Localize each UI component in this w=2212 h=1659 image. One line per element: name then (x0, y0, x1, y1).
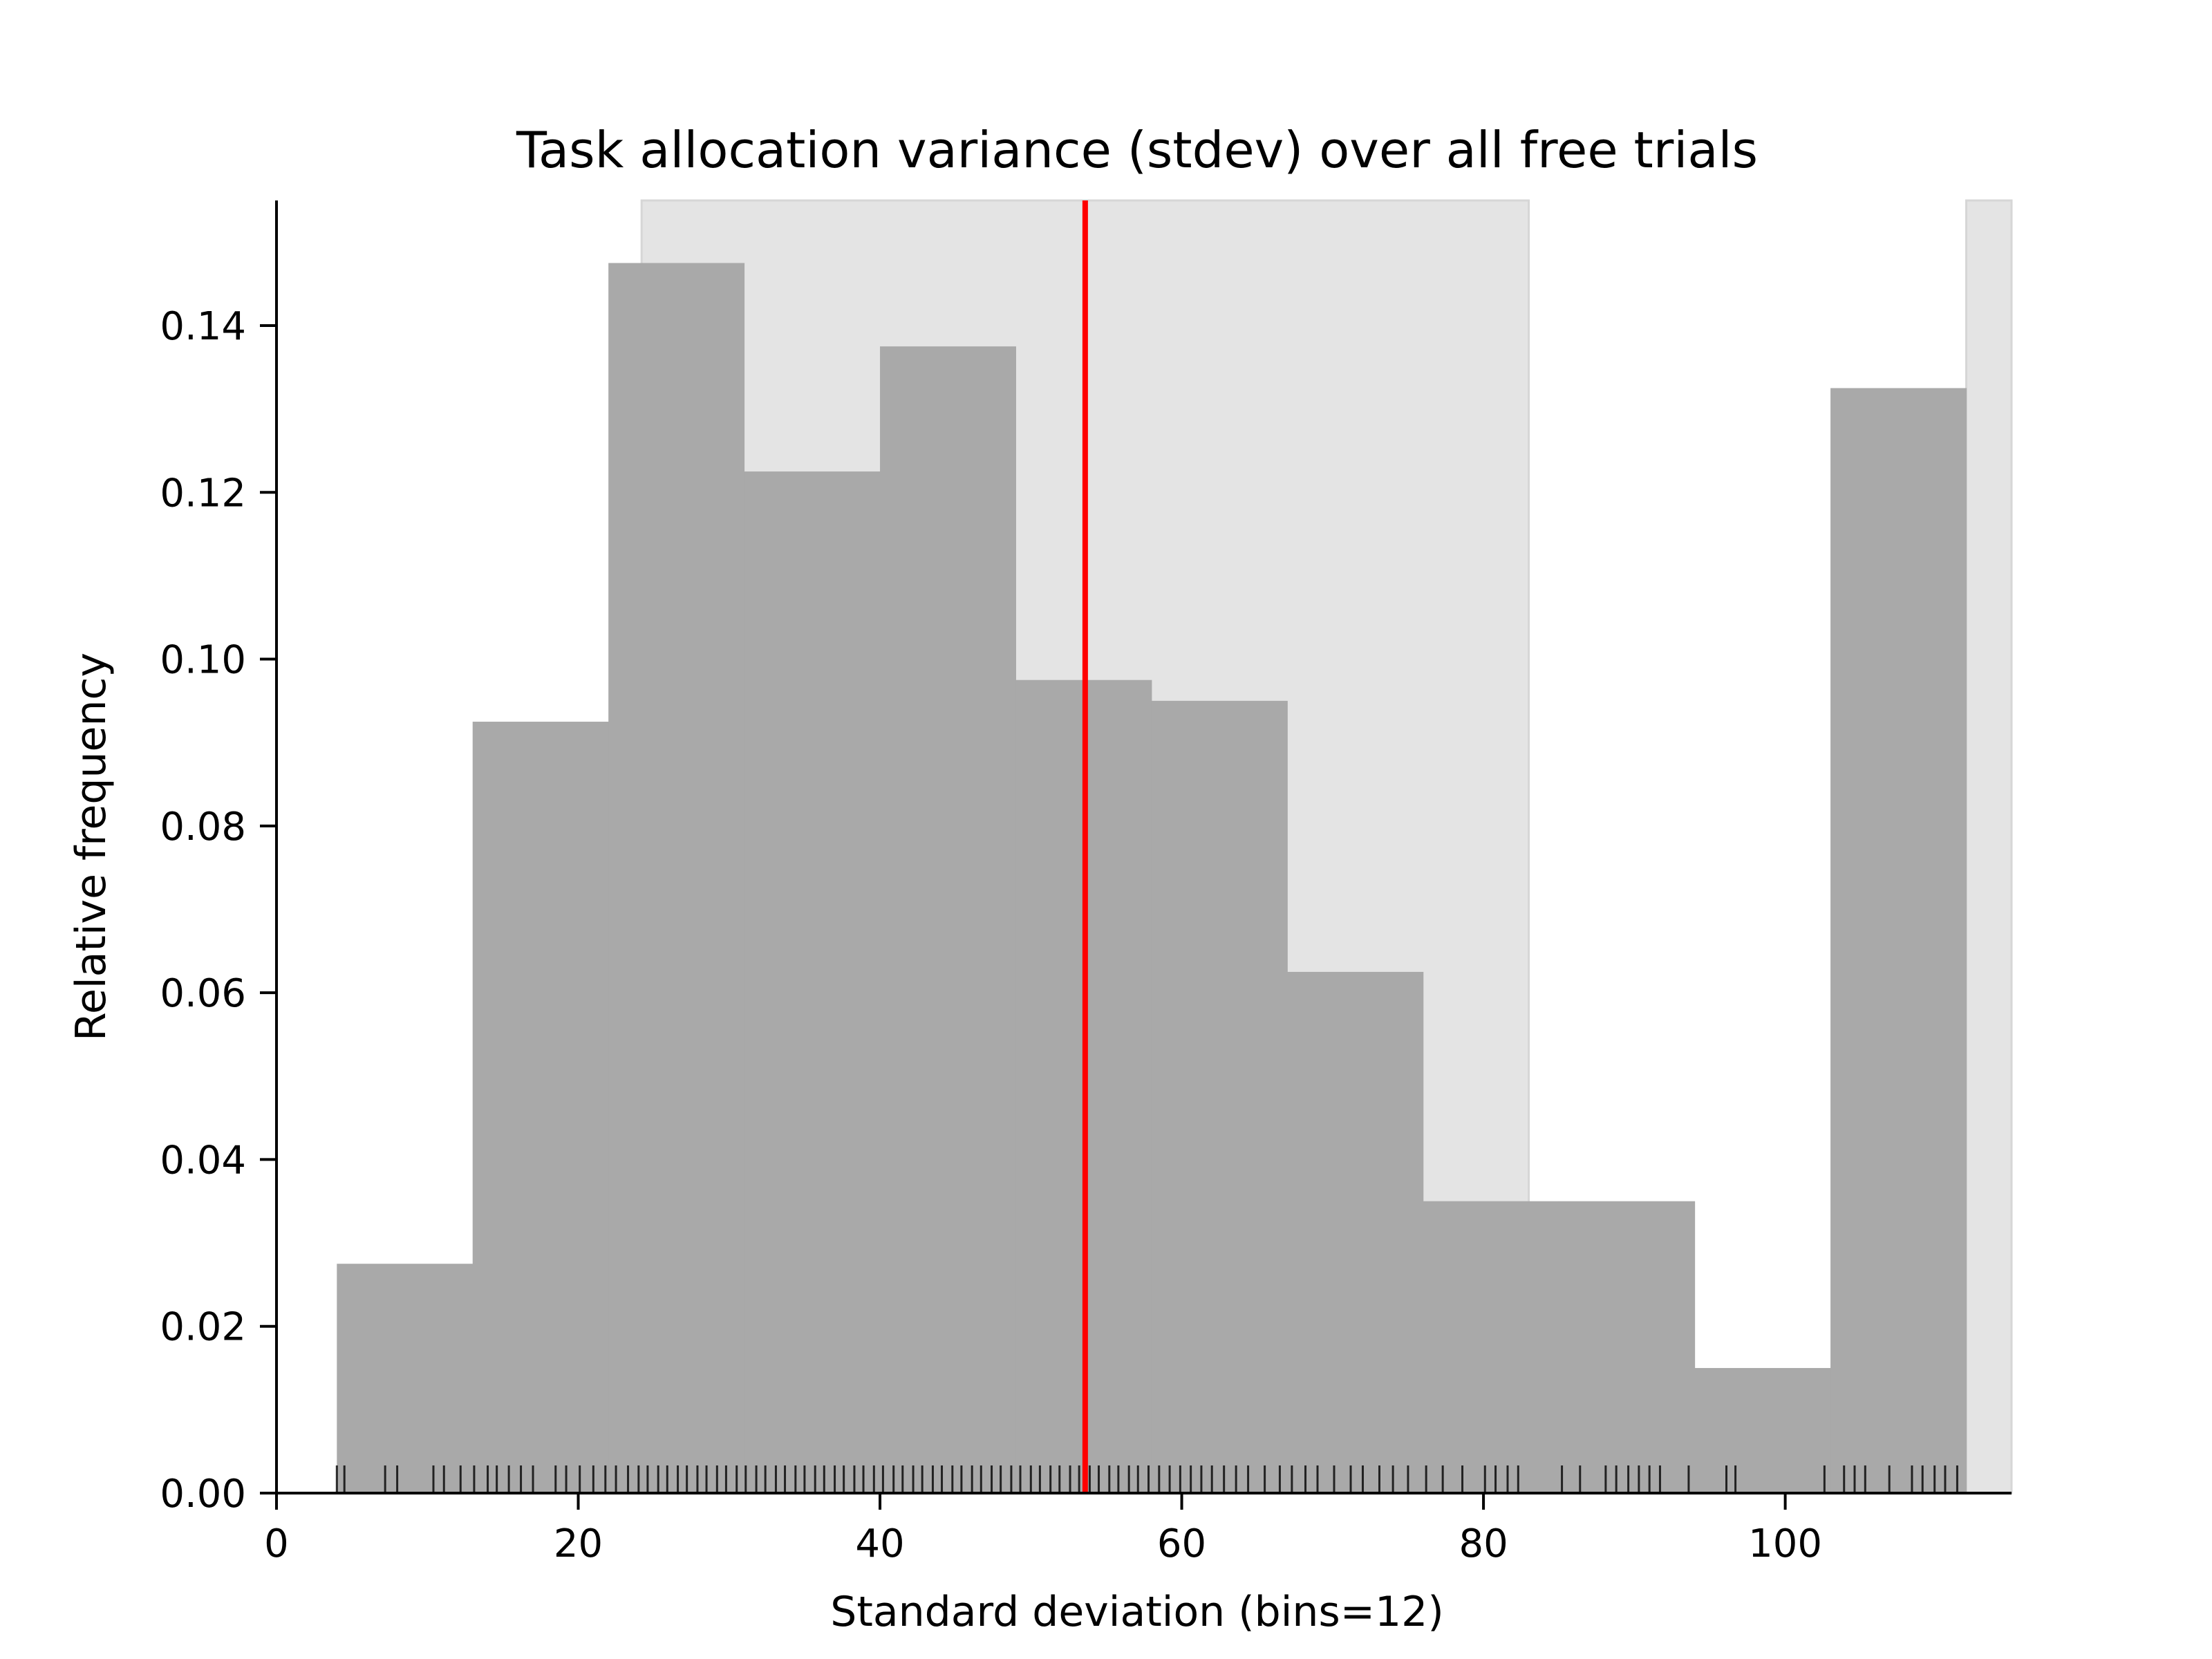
y-tick-label: 0.08 (160, 805, 246, 850)
y-tick-label: 0.10 (160, 638, 246, 683)
x-ticks: 0 20 40 60 80 100 (264, 1493, 1822, 1566)
bar-7 (1287, 971, 1424, 1493)
rug-marks (335, 1465, 1958, 1493)
bar-4 (880, 346, 1016, 1493)
histogram-bars (337, 263, 1967, 1493)
chart-title: Task allocation variance (stdev) over al… (516, 121, 1758, 179)
x-tick-label: 80 (1459, 1521, 1508, 1566)
x-tick-label: 100 (1748, 1521, 1822, 1566)
bar-3 (744, 471, 881, 1493)
y-ticks: 0.00 0.02 0.04 0.06 0.08 0.10 0.12 0.14 (160, 304, 276, 1517)
x-tick-label: 0 (264, 1521, 289, 1566)
x-axis-label: Standard deviation (bins=12) (830, 1588, 1443, 1636)
bar-11 (1830, 388, 1967, 1493)
x-tick-label: 40 (855, 1521, 904, 1566)
x-tick-label: 20 (554, 1521, 603, 1566)
y-tick-label: 0.14 (160, 304, 246, 349)
x-tick-label: 60 (1157, 1521, 1206, 1566)
shaded-range-1 (1965, 199, 2013, 1494)
bar-10 (1694, 1368, 1831, 1493)
axes (275, 200, 2012, 1494)
bar-0 (337, 1264, 474, 1493)
y-tick-label: 0.06 (160, 971, 246, 1016)
bar-9 (1559, 1201, 1696, 1493)
bar-8 (1423, 1201, 1559, 1493)
y-tick-label: 0.12 (160, 471, 246, 516)
y-tick-label: 0.00 (160, 1472, 246, 1517)
y-tick-label: 0.04 (160, 1138, 246, 1183)
bar-6 (1151, 700, 1288, 1493)
y-axis-label: Relative frequency (67, 653, 115, 1041)
y-tick-label: 0.02 (160, 1305, 246, 1350)
bar-2 (608, 263, 745, 1493)
bar-1 (472, 722, 609, 1493)
